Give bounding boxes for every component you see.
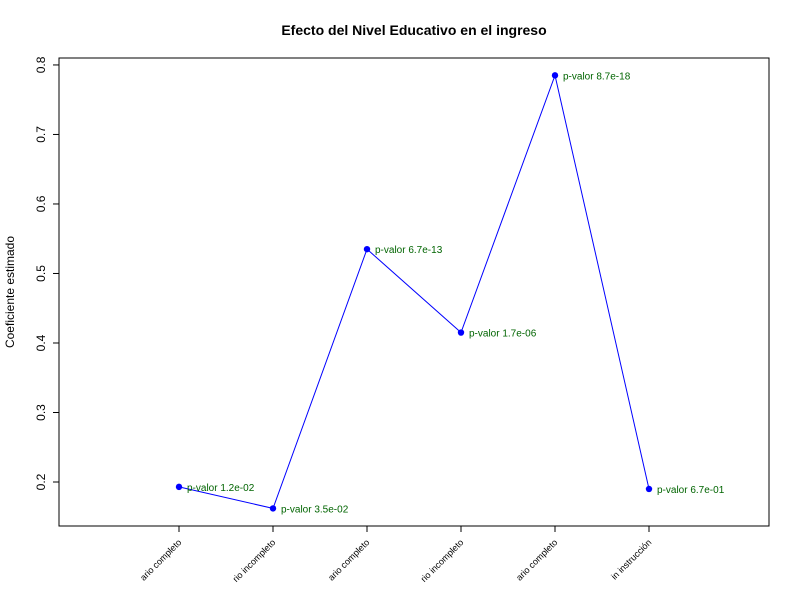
point <box>175 483 183 491</box>
line <box>178 73 650 510</box>
y-tick-label: 0.2 <box>34 473 48 490</box>
x-tick-label: rio incompleto <box>231 537 278 584</box>
y-tick-label: 0.6 <box>34 195 48 212</box>
point <box>457 329 465 336</box>
annotation: p-valor 1.2e-02 <box>187 483 255 494</box>
x-tick-label: ario completo <box>138 537 183 582</box>
chart-title: Efecto del Nivel Educativo en el ingreso <box>281 22 546 38</box>
point <box>645 485 653 493</box>
y-tick-label: 0.8 <box>34 56 48 73</box>
point <box>269 505 277 512</box>
y-tick-label: 0.5 <box>34 265 48 282</box>
annotation: p-valor 1.7e-06 <box>469 329 537 340</box>
annotation: p-valor 8.7e-18 <box>563 71 631 82</box>
x-tick-label: ario completo <box>326 537 371 582</box>
annotation: p-valor 6.7e-01 <box>657 485 725 496</box>
y-tick-label: 0.3 <box>34 404 48 421</box>
annotation: p-valor 3.5e-02 <box>281 504 349 515</box>
point <box>363 245 371 253</box>
x-tick-label: rio incompleto <box>419 537 466 584</box>
annotation: p-valor 6.7e-13 <box>375 245 443 256</box>
y-axis-label: Coeficiente estimado <box>3 236 17 348</box>
x-tick-label: ario completo <box>514 537 559 582</box>
point <box>551 72 559 79</box>
plot-frame <box>58 57 770 527</box>
y-tick-label: 0.4 <box>34 334 48 351</box>
y-tick-label: 0.7 <box>34 126 48 143</box>
x-tick-label: in instrucción <box>609 537 653 581</box>
